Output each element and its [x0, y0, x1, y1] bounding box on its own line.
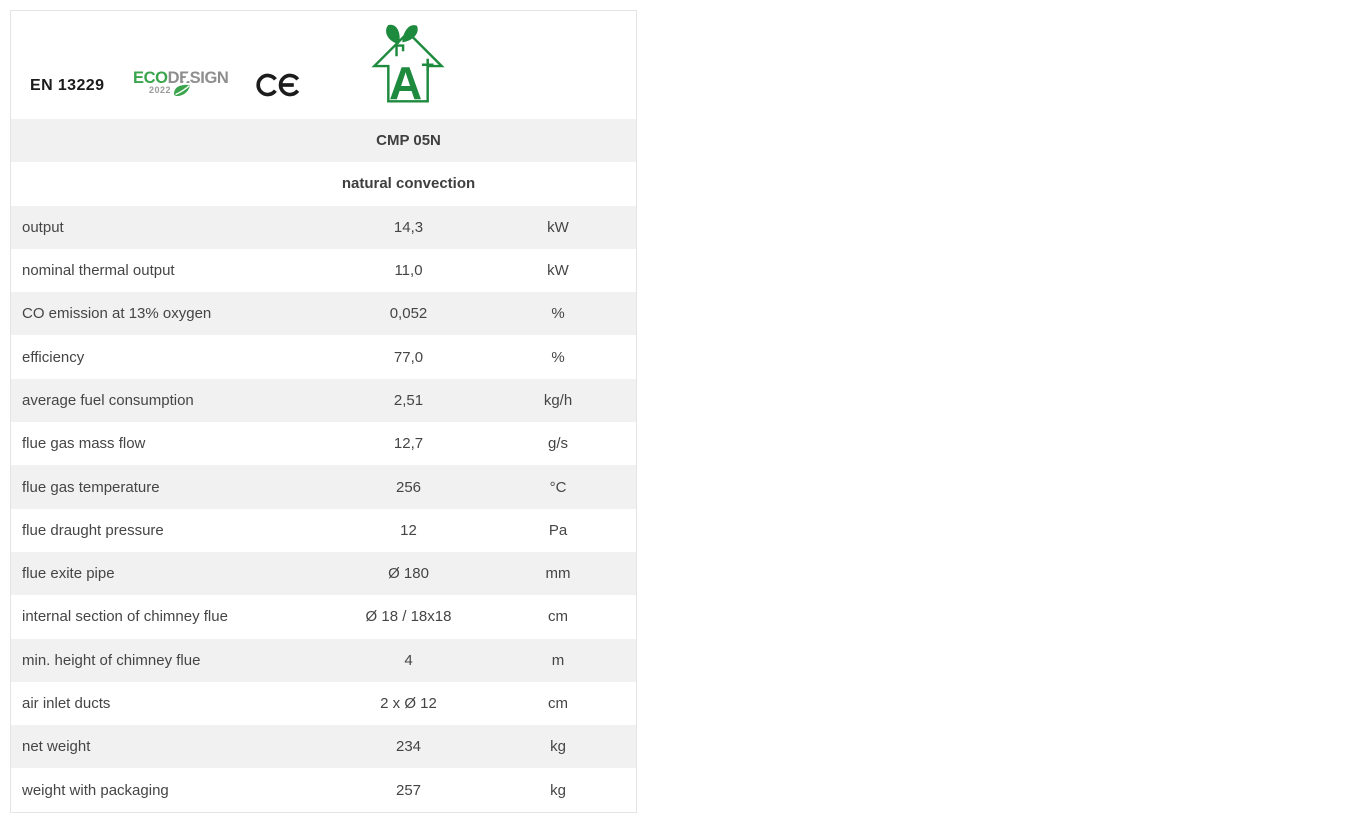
row-label: flue gas mass flow	[22, 435, 146, 453]
row-label: flue exite pipe	[22, 565, 115, 583]
row-unit: kg/h	[543, 391, 573, 409]
row-unit: cm	[548, 608, 568, 626]
spec-rows: output 14,3 kW nominal thermal output 11,0 kW…	[11, 205, 636, 812]
ecodesign-eco-text: ECO	[133, 69, 168, 87]
spec-row: air inlet ducts 2 x Ø 12 cm	[11, 681, 636, 726]
row-unit: Pa	[548, 521, 568, 539]
row-value: 77,0	[393, 348, 424, 366]
spec-row: net weight 234 kg	[11, 725, 636, 769]
row-label: flue gas temperature	[22, 478, 160, 496]
en-standard-label: EN 13229	[30, 77, 105, 94]
spec-row: min. height of chimney flue 4 m	[11, 638, 636, 682]
row-value: 256	[395, 478, 422, 496]
row-unit: kW	[547, 262, 569, 280]
row-value: 234	[395, 738, 422, 756]
row-value: 257	[395, 781, 422, 799]
row-unit: kg	[550, 738, 566, 756]
ecodesign-leaf-icon	[174, 84, 190, 96]
model-name: CMP 05N	[376, 132, 441, 150]
spec-row: flue exite pipe Ø 180 mm	[11, 551, 636, 596]
spec-row: flue gas mass flow 12,7 g/s	[11, 422, 636, 466]
row-label: efficiency	[22, 348, 85, 366]
row-value: Ø 18 / 18x18	[365, 608, 452, 626]
spec-row: nominal thermal output 11,0 kW	[11, 248, 636, 293]
spec-row: output 14,3 kW	[11, 205, 636, 249]
row-unit: %	[551, 348, 565, 366]
row-value: 2,51	[393, 391, 424, 409]
spec-row: average fuel consumption 2,51 kg/h	[11, 378, 636, 423]
row-value: 11,0	[394, 262, 423, 280]
spec-row: weight with packaging 257 kg	[11, 768, 636, 812]
row-value: 0,052	[389, 305, 428, 323]
row-label: weight with packaging	[22, 781, 169, 799]
row-unit: m	[551, 651, 565, 669]
row-label: flue draught pressure	[22, 521, 164, 539]
row-label: net weight	[22, 738, 91, 756]
spec-row: efficiency 77,0%	[11, 335, 636, 379]
convection-row: natural convection	[11, 162, 636, 206]
row-label: nominal thermal output	[22, 262, 175, 280]
row-label: average fuel consumption	[22, 391, 194, 409]
energy-leaves-icon	[386, 24, 418, 44]
row-label: min. height of chimney flue	[22, 651, 201, 669]
row-label: air inlet ducts	[22, 695, 111, 712]
row-label: internal section of chimney flue	[22, 608, 228, 626]
row-unit: %	[551, 305, 565, 323]
spec-row: CO emission at 13% oxygen 0,052%	[11, 292, 636, 336]
row-value: 12	[400, 521, 417, 539]
row-unit: mm	[545, 565, 571, 583]
row-value: 12,7	[393, 435, 424, 453]
energy-class-house-icon: A +	[371, 24, 445, 108]
spec-row: internal section of chimney flue Ø 18 / 1…	[11, 595, 636, 639]
row-unit: cm	[548, 695, 568, 712]
row-unit: °C	[549, 478, 567, 496]
ecodesign-year-label: 2022	[149, 85, 172, 95]
row-label: output	[22, 218, 64, 236]
row-value: 2 x Ø 12	[380, 695, 437, 712]
product-spec-table: EN 13229 ECODESIGN 2022	[10, 10, 637, 813]
spec-row: flue gas temperature 256 °C	[11, 465, 636, 509]
model-row: CMP 05N	[11, 119, 636, 163]
row-value: 4	[404, 651, 413, 669]
convection-type: natural convection	[341, 175, 476, 193]
spec-row: flue draught pressure 12 Pa	[11, 508, 636, 552]
row-unit: g/s	[547, 435, 568, 453]
row-value: 14,3	[393, 218, 424, 236]
row-unit: kW	[547, 218, 569, 236]
ce-mark-icon	[256, 73, 300, 97]
ecodesign-logo: ECODESIGN 2022	[133, 67, 229, 109]
certification-header: EN 13229 ECODESIGN 2022	[11, 11, 636, 119]
row-unit: kg	[550, 781, 566, 799]
row-value: Ø 180	[388, 565, 429, 583]
row-label: CO emission at 13% oxygen	[22, 305, 212, 323]
energy-class-label: A	[389, 57, 422, 108]
energy-class-plus: +	[421, 52, 434, 78]
